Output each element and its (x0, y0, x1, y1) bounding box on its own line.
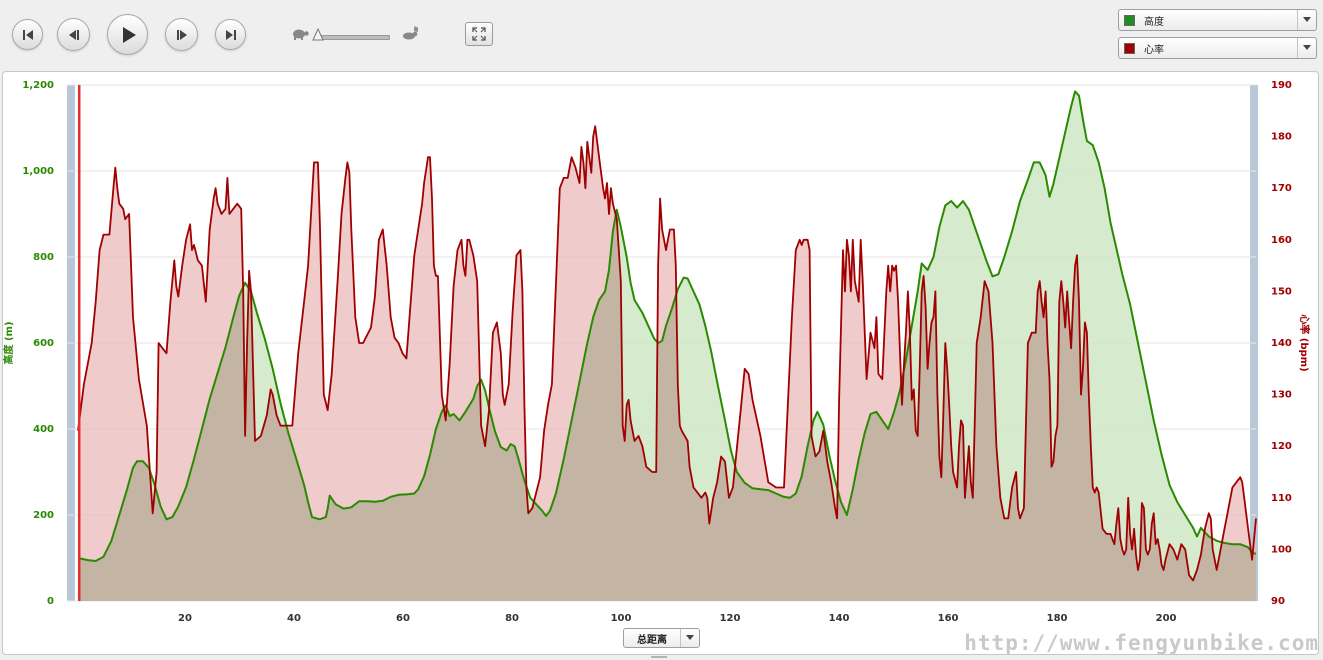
right-axis-tick-label: 180 (1271, 132, 1292, 143)
altitude-line (77, 90, 1257, 562)
turtle-icon (293, 29, 309, 40)
skip-last-icon (225, 29, 236, 40)
step-forward-icon (176, 29, 187, 40)
left-axis-tick-label: 200 (33, 510, 54, 521)
heartrate-color-swatch (1124, 42, 1135, 54)
player-toolbar: 高度 心率 (0, 0, 1323, 70)
left-axis-tick-label: 400 (33, 424, 54, 435)
right-axis-tick-label: 160 (1271, 235, 1292, 246)
next-button[interactable] (165, 18, 198, 51)
x-axis-tick-label: 160 (938, 613, 959, 624)
heartrate-line (77, 125, 1257, 582)
right-axis-tick-label: 90 (1271, 596, 1285, 607)
watermark: http://www.fengyunbike.com (964, 631, 1319, 655)
x-axis-tick-label: 180 (1047, 613, 1068, 624)
left-axis-tick-label: 800 (33, 252, 54, 263)
play-icon (122, 26, 136, 43)
heartrate-series-select[interactable]: 心率 (1118, 37, 1317, 59)
rabbit-icon (403, 26, 418, 40)
skip-first-icon (22, 29, 33, 40)
expand-icon (472, 27, 486, 41)
x-axis-tick-label: 40 (287, 613, 301, 624)
last-button[interactable] (215, 19, 246, 50)
resize-handle[interactable] (651, 656, 667, 658)
first-button[interactable] (12, 19, 43, 50)
speed-slider-thumb[interactable] (312, 28, 324, 42)
right-axis-tick-label: 150 (1271, 286, 1292, 297)
altitude-series-label: 高度 (1144, 16, 1164, 28)
left-axis-tick-label: 1,200 (22, 80, 54, 91)
x-axis-tick-label: 20 (178, 613, 192, 624)
fullscreen-button[interactable] (465, 22, 493, 46)
previous-button[interactable] (57, 18, 90, 51)
right-axis-tick-label: 100 (1271, 544, 1292, 555)
chevron-down-icon (1297, 10, 1316, 30)
right-axis-tick-label: 190 (1271, 80, 1292, 91)
altitude-color-swatch (1124, 14, 1135, 26)
chevron-down-icon (1297, 38, 1316, 58)
x-axis-tick-label: 80 (505, 613, 519, 624)
chevron-down-icon (680, 629, 699, 647)
x-axis-tick-label: 140 (829, 613, 850, 624)
x-axis-tick-label: 200 (1156, 613, 1177, 624)
x-axis-tick-label: 120 (720, 613, 741, 624)
right-axis-tick-label: 110 (1271, 493, 1292, 504)
right-axis-tick-label: 170 (1271, 183, 1292, 194)
right-axis-tick-label: 140 (1271, 338, 1292, 349)
x-axis-tick-label: 100 (611, 613, 632, 624)
x-axis-tick-label: 60 (396, 613, 410, 624)
x-axis-metric-select[interactable]: 总距离 (623, 628, 700, 648)
right-axis-tick-label: 130 (1271, 390, 1292, 401)
left-axis-tick-label: 0 (47, 596, 54, 607)
x-axis-metric-label: 总距离 (637, 634, 667, 646)
heartrate-series-label: 心率 (1144, 44, 1164, 56)
right-axis-title: 心率 (bpm) (1298, 314, 1311, 371)
altitude-series-select[interactable]: 高度 (1118, 9, 1317, 31)
play-button[interactable] (107, 14, 148, 55)
left-axis-tick-label: 1,000 (22, 166, 54, 177)
step-back-icon (68, 29, 79, 40)
right-axis-tick-label: 120 (1271, 441, 1292, 452)
left-axis-tick-label: 600 (33, 338, 54, 349)
left-axis-title: 高度 (m) (2, 321, 15, 364)
